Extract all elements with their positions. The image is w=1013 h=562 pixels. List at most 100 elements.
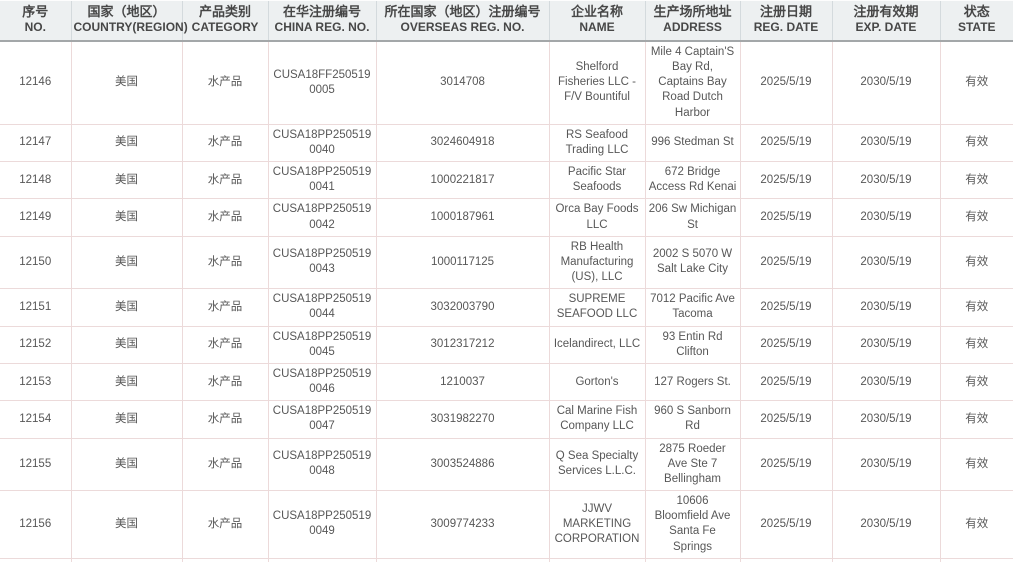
cell-address: 672 Bridge Access Rd Kenai — [644, 161, 741, 200]
cell-reg-date: 2025/5/19 — [739, 557, 833, 562]
cell-state: 有效 — [939, 198, 1013, 237]
cell-exp-date: 2030/5/19 — [831, 288, 941, 327]
table-row: 12153 美国 水产品 CUSA18PP2505190046 1210037 Gorto… — [0, 362, 1013, 402]
cell-category: 水产品 — [181, 325, 269, 364]
cell-no: 12151 — [0, 288, 72, 327]
col-header-state-zh: 状态 — [963, 4, 990, 19]
cell-no: 12152 — [0, 325, 72, 364]
table-row: 12148 美国 水产品 CUSA18PP2505190041 1000221817 Pa… — [0, 161, 1013, 200]
col-header-no-en: NO. — [24, 20, 46, 35]
cell-country: 美国 — [70, 325, 183, 364]
cell-no: 12155 — [0, 437, 72, 492]
cell-overseas-reg-no: 3012317212 — [375, 325, 550, 364]
table-row: 12152 美国 水产品 CUSA18PP2505190045 3012317212 Ic… — [0, 325, 1013, 364]
cell-china-reg-no: CUSA18FF2505190005 — [267, 40, 377, 125]
cell-state: 有效 — [939, 161, 1013, 200]
cell-category: 水产品 — [181, 123, 269, 163]
cell-overseas-reg-no: 3001595151 — [375, 557, 550, 562]
cell-china-reg-no: CUSA18PP2505190041 — [267, 161, 377, 200]
cell-exp-date: 2030/5/19 — [831, 490, 941, 559]
cell-country: 美国 — [70, 235, 183, 290]
cell-overseas-reg-no: 3032003790 — [375, 288, 550, 327]
cell-category: 水产品 — [181, 288, 269, 327]
cell-address: 10606 Bloomfield Ave Santa Fe Springs — [644, 490, 741, 559]
cell-overseas-reg-no: 3014708 — [375, 40, 550, 125]
col-header-no-zh: 序号 — [22, 4, 49, 19]
cell-overseas-reg-no: 1000187961 — [375, 198, 550, 237]
cell-reg-date: 2025/5/19 — [739, 325, 833, 364]
cell-name: RB Health Manufacturing (US), LLC — [548, 235, 646, 290]
cell-state: 有效 — [939, 490, 1013, 559]
col-header-china-reg-no-zh: 在华注册编号 — [282, 4, 361, 19]
col-header-name: 企业名称 NAME — [548, 1, 646, 42]
cell-reg-date: 2025/5/19 — [739, 288, 833, 327]
col-header-category-en: CATEGORY — [191, 20, 259, 35]
cell-reg-date: 2025/5/19 — [739, 400, 833, 439]
table-row: 12149 美国 水产品 CUSA18PP2505190042 1000187961 Or… — [0, 198, 1013, 237]
cell-reg-date: 2025/5/19 — [739, 437, 833, 492]
cell-country: 美国 — [70, 437, 183, 492]
cell-category: 水产品 — [181, 161, 269, 200]
cell-state: 有效 — [939, 325, 1013, 364]
table-row: 12151 美国 水产品 CUSA18PP2505190044 3032003790 SU… — [0, 288, 1013, 327]
cell-overseas-reg-no: 3031982270 — [375, 400, 550, 439]
cell-category: 水产品 — [181, 40, 269, 125]
cell-country: 美国 — [70, 362, 183, 402]
cell-address: 996 Stedman St — [644, 123, 741, 163]
col-header-address: 生产场所地址 ADDRESS — [644, 1, 741, 42]
col-header-china-reg-no-en: CHINA REG. NO. — [274, 20, 370, 35]
table-row: 12147 美国 水产品 CUSA18PP2505190040 3024604918 RS… — [0, 123, 1013, 163]
col-header-exp-date-en: EXP. DATE — [855, 20, 917, 35]
cell-china-reg-no: CUSA18PP2505190045 — [267, 325, 377, 364]
cell-exp-date: 2030/5/19 — [831, 198, 941, 237]
cell-no: 12149 — [0, 198, 72, 237]
col-header-no: 序号 NO. — [0, 1, 72, 42]
cell-exp-date: 2030/5/19 — [831, 437, 941, 492]
col-header-category: 产品类别 CATEGORY — [181, 1, 269, 42]
cell-address: 1272 Portland Rd Arundel — [644, 557, 741, 562]
cell-address: Mile 4 Captain'S Bay Rd, Captains Bay Ro… — [644, 40, 741, 125]
cell-country: 美国 — [70, 288, 183, 327]
col-header-name-en: NAME — [579, 20, 615, 35]
cell-exp-date: 2030/5/19 — [831, 400, 941, 439]
cell-country: 美国 — [70, 161, 183, 200]
cell-address: 2002 S 5070 W Salt Lake City — [644, 235, 741, 290]
cell-state: 有效 — [939, 288, 1013, 327]
cell-reg-date: 2025/5/19 — [739, 123, 833, 163]
col-header-reg-date: 注册日期 REG. DATE — [739, 1, 833, 42]
cell-china-reg-no: CUSA18PP2505190049 — [267, 490, 377, 559]
cell-state: 有效 — [939, 235, 1013, 290]
cell-category: 水产品 — [181, 490, 269, 559]
cell-exp-date: 2030/5/19 — [831, 40, 941, 125]
cell-state: 有效 — [939, 400, 1013, 439]
cell-no: 12148 — [0, 161, 72, 200]
cell-address: 206 Sw Michigan St — [644, 198, 741, 237]
cell-exp-date: 2030/5/19 — [831, 362, 941, 402]
cell-no: 12156 — [0, 490, 72, 559]
cell-exp-date: 2030/5/19 — [831, 161, 941, 200]
cell-category: 水产品 — [181, 400, 269, 439]
cell-name: Cal Marine Fish Company LLC — [548, 400, 646, 439]
cell-china-reg-no: CUSA18PP2505190046 — [267, 362, 377, 402]
col-header-exp-date-zh: 注册有效期 — [853, 4, 919, 19]
col-header-reg-date-en: REG. DATE — [753, 20, 819, 35]
cell-no: 12153 — [0, 362, 72, 402]
table-row: 12156 美国 水产品 CUSA18PP2505190049 3009774233 JJ… — [0, 490, 1013, 559]
cell-reg-date: 2025/5/19 — [739, 490, 833, 559]
cell-name: SUPREME SEAFOOD LLC — [548, 288, 646, 327]
cell-country: 美国 — [70, 557, 183, 562]
table-row: 12146 美国 水产品 CUSA18FF2505190005 3014708 Shelf… — [0, 40, 1013, 125]
cell-category: 水产品 — [181, 198, 269, 237]
col-header-overseas-reg-no-en: OVERSEAS REG. NO. — [400, 20, 525, 35]
cell-exp-date: 2030/5/19 — [831, 557, 941, 562]
col-header-overseas-reg-no: 所在国家（地区）注册编号 OVERSEAS REG. NO. — [375, 1, 550, 42]
cell-china-reg-no: CUSA18PP2505190040 — [267, 123, 377, 163]
cell-reg-date: 2025/5/19 — [739, 40, 833, 125]
cell-name: RS Seafood Trading LLC — [548, 123, 646, 163]
cell-overseas-reg-no: 1000117125 — [375, 235, 550, 290]
col-header-china-reg-no: 在华注册编号 CHINA REG. NO. — [267, 1, 377, 42]
table-row: 12154 美国 水产品 CUSA18PP2505190047 3031982270 Ca… — [0, 400, 1013, 439]
cell-china-reg-no: CUSA18PP2505190043 — [267, 235, 377, 290]
